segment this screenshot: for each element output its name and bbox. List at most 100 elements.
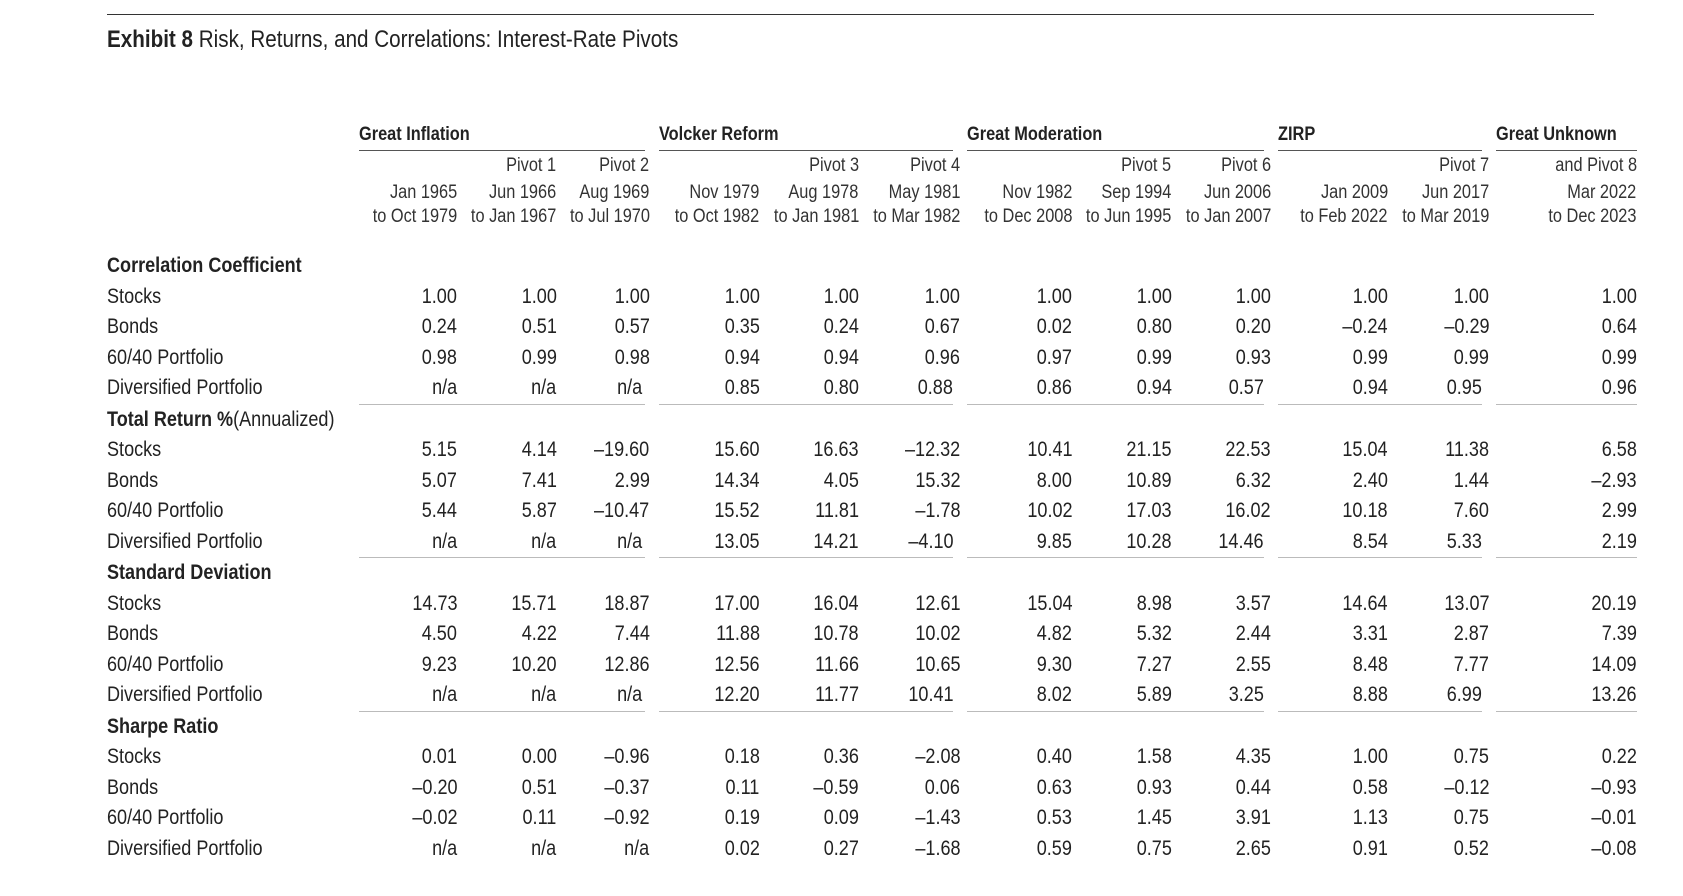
value-cell: –4.10 [858,526,961,558]
value-cell: 0.96 [859,343,960,374]
value-cell-text: 4.50 [422,622,458,645]
value-cell-text: 0.80 [823,376,859,399]
value-cell: 5.07 [359,466,457,497]
value-cell: 15.04 [1271,435,1388,466]
value-cell-text: 0.98 [614,345,650,369]
value-cell: 10.41 [960,435,1072,466]
value-cell-text: n/a [432,376,458,399]
table-row: 60/40 Portfolio 9.23 10.20 12.86 12.56 11.66 1… [107,650,1637,681]
column-from-3-text: Nov 1979 [689,182,760,203]
value-cell-text: 0.53 [1037,806,1073,829]
value-cell-text: 0.18 [724,745,760,768]
column-from-7: Sep 1994 [1072,181,1172,205]
value-cell-text: 5.87 [521,499,557,522]
value-cell: 3.31 [1271,619,1388,650]
row-label: Bonds [107,312,359,343]
value-cell: 5.44 [359,496,457,527]
value-cell: 0.96 [1489,373,1637,405]
value-cell-text: 0.52 [1454,836,1490,860]
column-from-4: Aug 1978 [760,181,859,205]
value-cell-text: 0.44 [1235,775,1271,799]
value-cell-text: 10.18 [1342,499,1388,522]
column-pivot-11: and Pivot 8 [1489,151,1637,182]
value-cell: –0.96 [557,742,652,773]
value-cell: 9.30 [960,650,1072,681]
value-cell-text: 21.15 [1126,438,1172,461]
value-cell: 10.20 [457,650,556,681]
value-cell: 0.99 [1388,343,1489,374]
value-cell-text: 0.11 [725,775,760,799]
row-label: Bonds [107,619,359,650]
value-cell: –0.20 [359,773,457,804]
value-cell-text: 0.88 [918,376,954,399]
column-pivot-8-text: Pivot 6 [1220,155,1271,176]
value-cell: 8.02 [960,680,1073,712]
value-cell: –1.43 [859,803,960,834]
value-cell-text: 7.39 [1601,622,1637,645]
value-cell-text: 15.52 [714,499,760,522]
value-cell-text: 12.56 [714,652,760,676]
column-to-9-text: to Feb 2022 [1300,206,1388,227]
top-rule [107,14,1594,15]
value-cell-text: 17.00 [714,591,760,615]
value-cell: 2.99 [557,466,652,497]
column-to-10-text: to Mar 2019 [1402,206,1490,227]
value-cell: 5.89 [1072,680,1172,712]
value-cell: –0.29 [1388,312,1489,343]
value-cell: 0.95 [1387,373,1490,405]
value-cell: 0.99 [457,343,556,374]
value-cell-text: 0.01 [422,745,458,768]
value-cell-text: 14.09 [1591,652,1637,676]
value-cell-text: 11.81 [814,499,859,522]
value-cell-text: –1.78 [915,499,961,522]
row-label-text: Bonds [107,468,159,492]
value-cell-text: 5.44 [422,499,458,522]
column-pivot-11-text: and Pivot 8 [1554,155,1637,176]
row-label-text: Stocks [107,745,162,768]
section-title: Total Return % (Annualized) [107,404,1637,435]
value-cell-text: 9.23 [422,652,458,676]
value-cell-text: 15.71 [511,591,557,615]
value-cell: 1.00 [859,282,960,313]
value-cell-text: 0.95 [1447,376,1483,399]
value-cell: 15.52 [652,496,760,527]
value-cell-text: 0.94 [1136,376,1172,399]
value-cell: 0.99 [1072,343,1171,374]
value-cell: n/a [359,834,457,865]
value-cell-text: 2.19 [1601,529,1637,553]
value-cell-text: 7.44 [614,622,650,645]
value-cell-text: 10.41 [1027,438,1073,461]
value-cell-text: 1.45 [1136,806,1172,829]
header-gap [107,229,1637,251]
value-cell-text: 6.58 [1601,438,1637,461]
value-cell: 6.32 [1172,466,1271,497]
value-cell-text: 0.59 [1037,836,1073,860]
value-cell-text: 9.85 [1037,529,1073,553]
value-cell: 0.59 [960,834,1072,865]
value-cell: 4.35 [1172,742,1271,773]
value-cell-text: 0.00 [521,745,557,768]
value-cell-text: 0.85 [724,376,760,399]
value-cell: 0.94 [1270,373,1388,405]
value-cell: 2.87 [1388,619,1489,650]
column-from-4-text: Aug 1978 [788,182,859,203]
column-from-2-text: Aug 1969 [579,182,650,203]
column-from-5: May 1981 [859,181,960,205]
value-cell-text: 0.99 [1352,345,1388,369]
value-cell-text: 16.04 [813,591,859,615]
value-cell-text: –0.02 [412,806,458,829]
value-cell-text: 4.35 [1235,745,1271,768]
value-cell-text: 5.33 [1447,529,1483,553]
value-cell: n/a [457,680,557,712]
value-cell: 0.11 [652,773,760,804]
value-cell-text: 0.98 [422,345,458,369]
header-spacer [107,181,359,205]
column-header-pivot-row: Pivot 1 Pivot 2 Pivot 3 Pivot 4 Pivot 5 Pivot… [107,151,1637,182]
column-pivot-3 [652,151,760,182]
value-cell: n/a [556,680,652,712]
column-from-6-text: Nov 1982 [1002,182,1073,203]
value-cell-text: 0.97 [1037,345,1073,369]
value-cell-text: 16.02 [1225,499,1271,522]
section-title: Standard Deviation [107,558,1637,589]
